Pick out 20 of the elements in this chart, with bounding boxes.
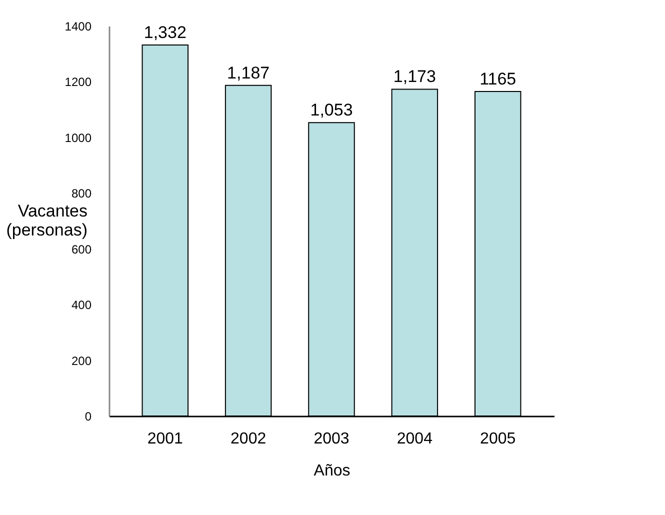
- data-label: 1,332: [144, 22, 186, 42]
- y-axis-title: Vacantes (personas): [6, 202, 88, 240]
- x-axis-title: Años: [314, 462, 350, 480]
- y-tick-label: 600: [71, 242, 92, 256]
- x-tick-label: 2003: [314, 430, 350, 448]
- x-tick-label: 2005: [480, 430, 516, 448]
- data-label: 1,187: [227, 63, 270, 82]
- y-tick-label: 1200: [64, 75, 92, 90]
- y-tick-label: 1000: [64, 130, 92, 145]
- y-tick-label: 800: [71, 186, 92, 201]
- x-tick-label: 2004: [396, 430, 433, 448]
- x-tick-label: 2002: [230, 430, 266, 448]
- data-label: 1,053: [310, 100, 353, 120]
- x-tick-label: 2001: [147, 430, 184, 448]
- data-label: 1165: [480, 69, 516, 88]
- y-tick-label: 200: [71, 354, 92, 368]
- y-tick-label: 400: [71, 298, 92, 312]
- data-label: 1,173: [393, 67, 436, 86]
- y-tick-label: 1400: [64, 20, 92, 34]
- y-tick-label: 0: [84, 410, 92, 424]
